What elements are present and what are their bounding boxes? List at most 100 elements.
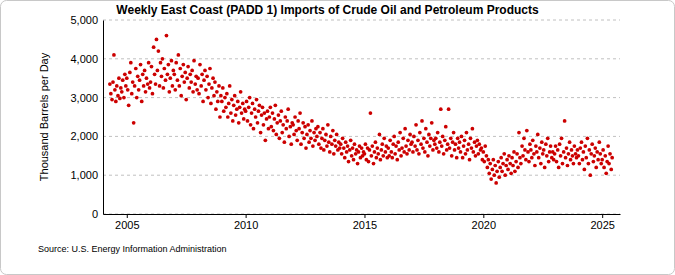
data-point [610, 156, 614, 160]
data-point [321, 127, 325, 131]
data-point [298, 111, 302, 115]
data-point [133, 84, 137, 88]
data-point [135, 96, 139, 100]
data-point [503, 173, 507, 177]
data-point [168, 76, 172, 80]
data-point [309, 136, 313, 140]
data-point [232, 103, 236, 107]
data-point [376, 152, 380, 156]
data-point [452, 131, 456, 135]
data-point [341, 136, 345, 140]
data-point [565, 146, 569, 150]
data-point [502, 152, 506, 156]
data-point [512, 150, 516, 154]
data-point [370, 144, 374, 148]
data-point [258, 103, 262, 107]
data-point [283, 115, 287, 119]
data-point [600, 158, 604, 162]
data-point [150, 65, 154, 69]
data-point [466, 148, 470, 152]
data-point [206, 96, 210, 100]
data-point [519, 162, 523, 166]
data-point [602, 166, 606, 170]
data-point [537, 156, 541, 160]
data-point [148, 86, 152, 90]
data-point [281, 123, 285, 127]
data-point [204, 88, 208, 92]
data-point [181, 63, 185, 67]
data-point [198, 63, 202, 67]
background [1, 1, 675, 275]
data-point [167, 90, 171, 94]
data-point [174, 61, 178, 65]
data-point [134, 67, 138, 71]
data-point [300, 131, 304, 135]
data-point [211, 76, 215, 80]
data-point [131, 80, 135, 84]
data-point [518, 156, 522, 160]
data-point [307, 140, 311, 144]
data-point [425, 140, 429, 144]
data-point [586, 136, 590, 140]
data-point [506, 168, 510, 172]
data-point [257, 109, 261, 113]
data-point [471, 127, 475, 131]
data-point [507, 154, 511, 158]
data-point [231, 119, 235, 123]
data-point [343, 156, 347, 160]
data-point [493, 164, 497, 168]
data-point [304, 146, 308, 150]
data-point [462, 144, 466, 148]
data-point [152, 45, 156, 49]
data-point [272, 129, 276, 133]
data-point [398, 131, 402, 135]
data-point [439, 107, 443, 111]
data-point [156, 69, 160, 73]
data-point [598, 152, 602, 156]
data-point [436, 131, 440, 135]
data-point [238, 105, 242, 109]
data-point [324, 133, 328, 137]
data-point [413, 144, 417, 148]
data-point [443, 138, 447, 142]
data-point [569, 158, 573, 162]
data-point [528, 142, 532, 146]
y-tick-label: 1,000 [70, 169, 98, 181]
data-point [433, 142, 437, 146]
data-point [215, 90, 219, 94]
data-point [225, 92, 229, 96]
data-point [249, 123, 253, 127]
data-point [572, 144, 576, 148]
data-point [187, 86, 191, 90]
data-point [339, 142, 343, 146]
data-point [193, 82, 197, 86]
data-point [364, 142, 368, 146]
data-point [162, 67, 166, 71]
data-point [250, 111, 254, 115]
data-point [209, 102, 213, 106]
data-point [553, 152, 557, 156]
data-point [210, 86, 214, 90]
data-point [360, 146, 364, 150]
data-point [594, 166, 598, 170]
data-point [230, 98, 234, 102]
y-tick-label: 5,000 [70, 14, 98, 26]
data-point [219, 94, 223, 98]
points [108, 34, 614, 185]
data-point [161, 57, 165, 61]
data-point [400, 146, 404, 150]
data-point [245, 100, 249, 104]
data-point [582, 168, 586, 172]
grid [103, 20, 620, 214]
data-point [549, 144, 553, 148]
data-point [454, 142, 458, 146]
x-tick: 2020 [472, 214, 496, 231]
x-tick-mark [364, 214, 365, 218]
data-point [463, 138, 467, 142]
data-point [332, 152, 336, 156]
data-point [221, 86, 225, 90]
data-point [255, 98, 259, 102]
data-point [142, 84, 146, 88]
data-point [538, 146, 542, 150]
data-point [253, 107, 257, 111]
